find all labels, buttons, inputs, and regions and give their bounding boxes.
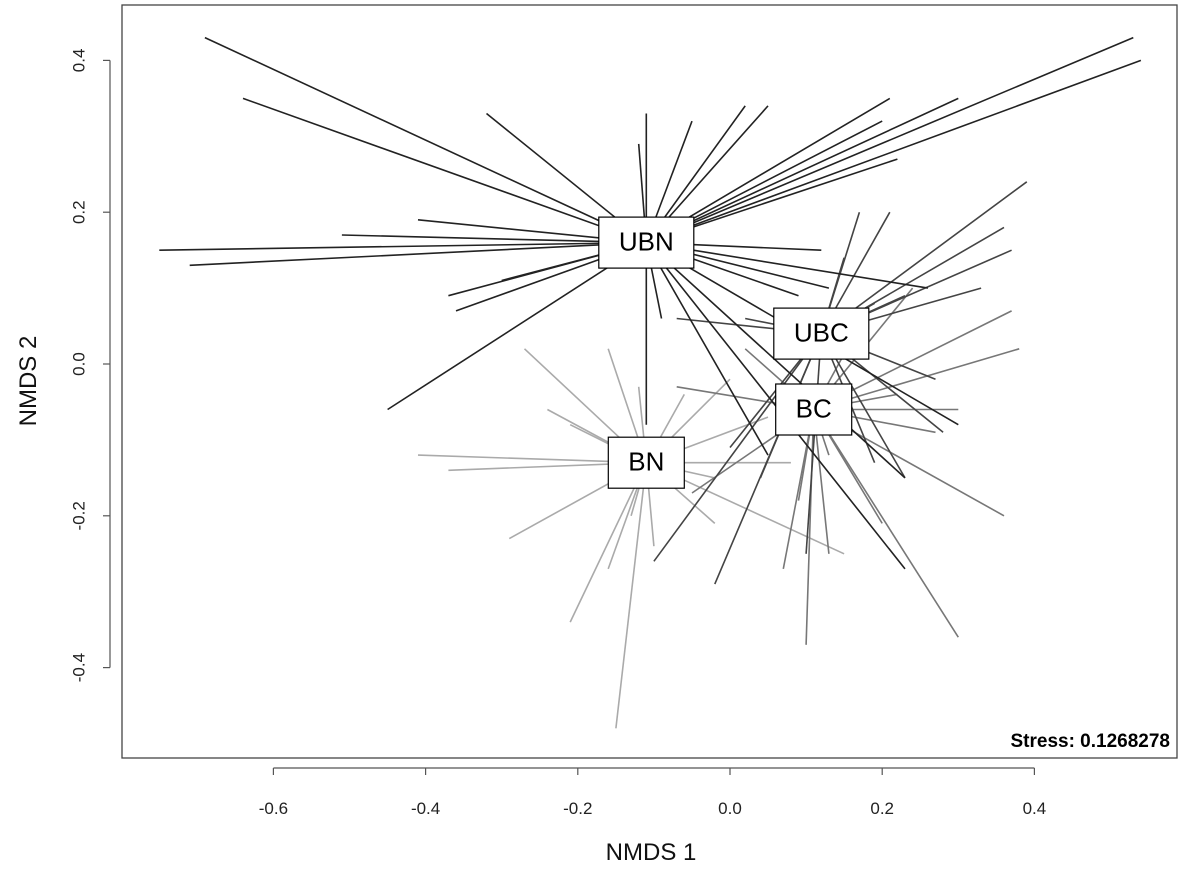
centroid-box-bn — [607, 436, 685, 489]
y-tick-label-4: 0.4 — [69, 49, 88, 73]
x-axis-title: NMDS 1 — [606, 839, 697, 866]
spider-line-bn-5 — [615, 462, 648, 729]
y-tick-label-1: -0.2 — [69, 501, 88, 530]
centroid-bn: BN — [607, 436, 685, 489]
spider-line-ubc-14 — [653, 333, 822, 562]
spider-line-ubc-13 — [714, 333, 823, 585]
stress-annotation: Stress: 0.1268278 — [1010, 731, 1170, 752]
y-tick-label-3: 0.2 — [69, 200, 88, 224]
centroid-label-bn: BN — [628, 447, 664, 477]
spider-line-ubc-11 — [805, 333, 823, 554]
y-axis: -0.4 -0.2 0.0 0.2 0.4 — [69, 49, 111, 682]
x-tick-label-5: 0.4 — [1023, 799, 1047, 818]
plot-frame — [121, 4, 1178, 759]
y-tick-label-2: 0.0 — [69, 352, 88, 376]
spider-line-ubn-0 — [204, 36, 647, 244]
spider-line-ubn-29 — [645, 242, 906, 479]
spider-line-bc-4 — [813, 409, 959, 638]
centroid-box-ubn — [598, 216, 695, 269]
spider-line-ubn-31 — [645, 242, 769, 456]
spider-line-ubn-21 — [646, 59, 1142, 244]
x-tick-label-3: 0.0 — [718, 799, 742, 818]
spider-line-ubn-19 — [645, 97, 959, 244]
spider-line-ubn-1 — [242, 97, 647, 244]
centroid-box-ubc — [773, 307, 870, 360]
centroid-label-ubc: UBC — [794, 317, 849, 347]
centroid-label-bc: BC — [796, 393, 832, 423]
spider-line-ubn-2 — [159, 241, 647, 251]
centroid-ubn: UBN — [598, 216, 695, 269]
spider-line-ubn-3 — [189, 241, 647, 267]
centroid-box-bc — [775, 383, 853, 436]
centroid-label-ubn: UBN — [619, 226, 674, 256]
spider-line-ubn-4 — [341, 234, 647, 244]
spider-line-bc-6 — [805, 409, 815, 645]
centroid-labels: UBN UBC BC BN — [598, 216, 870, 489]
centroid-ubc: UBC — [773, 307, 870, 360]
spider-line-bn-4 — [569, 462, 648, 623]
x-tick-label-0: -0.6 — [259, 799, 288, 818]
y-axis-title: NMDS 2 — [15, 336, 42, 427]
centroid-bc: BC — [775, 383, 853, 436]
x-tick-label-1: -0.4 — [411, 799, 440, 818]
spider-line-ubn-20 — [645, 36, 1134, 244]
x-tick-label-4: 0.2 — [870, 799, 894, 818]
x-tick-label-2: -0.2 — [563, 799, 592, 818]
spider-lines — [159, 36, 1142, 729]
spider-line-ubn-6 — [387, 241, 647, 411]
x-axis: -0.6 -0.4 -0.2 0.0 0.2 0.4 — [259, 767, 1047, 818]
y-tick-label-0: -0.4 — [69, 653, 88, 682]
